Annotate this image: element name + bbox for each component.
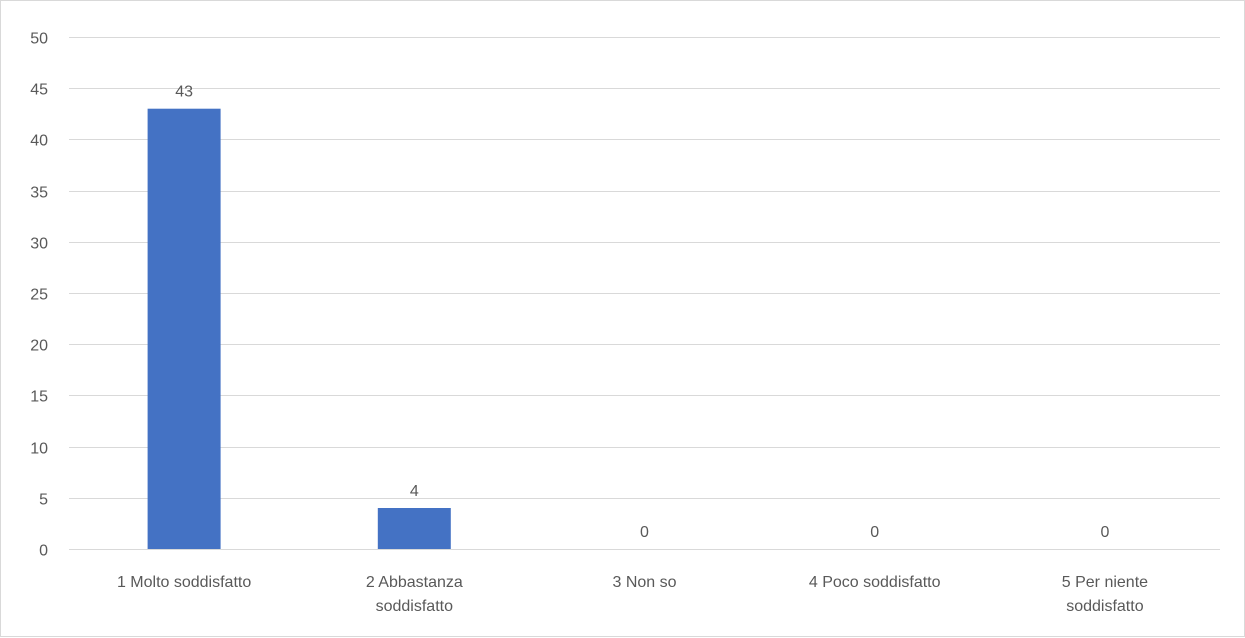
- bar: [377, 508, 451, 549]
- x-category-label: 3 Non so: [612, 574, 676, 591]
- y-tick-label: 30: [30, 236, 48, 253]
- bars: [147, 108, 451, 549]
- y-tick-label: 25: [30, 287, 48, 304]
- data-labels: 43 4 0 0 0: [175, 84, 1109, 541]
- data-label: 0: [640, 524, 649, 541]
- x-category-label: 1 Molto soddisfatto: [117, 574, 251, 591]
- data-label: 0: [1100, 524, 1109, 541]
- data-label: 4: [410, 483, 419, 500]
- gridlines: [69, 37, 1220, 550]
- x-category-label: 5 Per niente soddisfatto: [1062, 574, 1148, 615]
- x-category-label: 2 Abbastanza soddisfatto: [366, 574, 463, 615]
- x-axis-categories: 1 Molto soddisfatto 2 Abbastanza soddisfat…: [117, 574, 1148, 615]
- y-tick-label: 35: [30, 185, 48, 202]
- y-tick-label: 20: [30, 338, 48, 355]
- y-tick-label: 10: [30, 441, 48, 458]
- y-tick-label: 15: [30, 389, 48, 406]
- y-tick-label: 40: [30, 133, 48, 150]
- y-tick-label: 50: [30, 31, 48, 48]
- y-axis-ticks: 0 5 10 15 20 25 30 35 40 45 50: [30, 31, 48, 560]
- data-label: 43: [175, 84, 193, 101]
- y-tick-label: 0: [39, 543, 48, 560]
- y-tick-label: 45: [30, 82, 48, 99]
- data-label: 0: [870, 524, 879, 541]
- x-category-label: 4 Poco soddisfatto: [809, 574, 941, 591]
- bar: [147, 108, 221, 549]
- y-tick-label: 5: [39, 492, 48, 509]
